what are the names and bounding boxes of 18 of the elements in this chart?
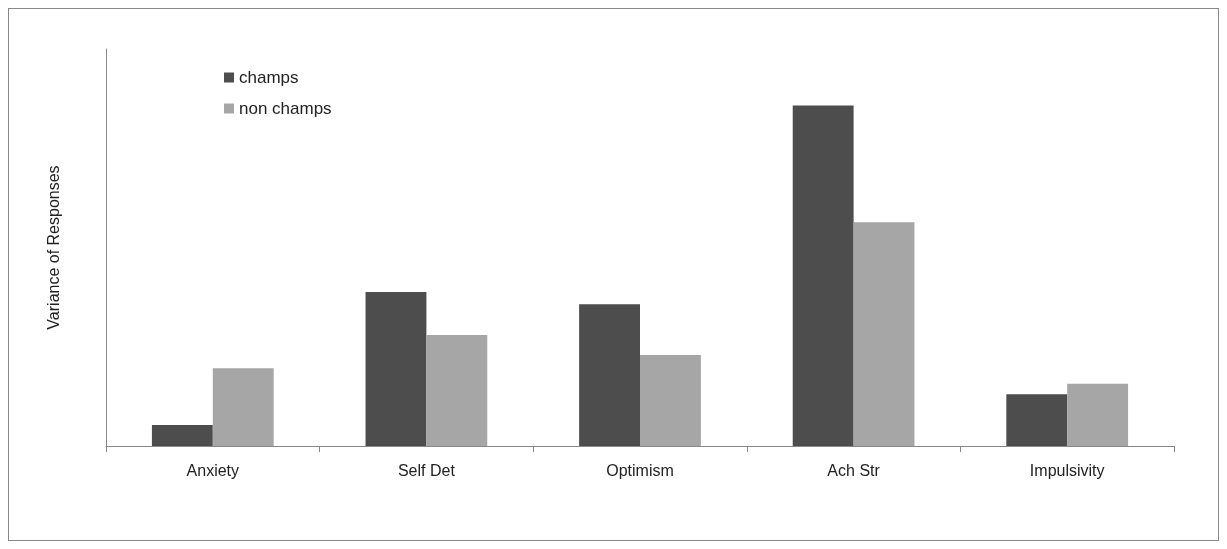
x-tick-label: Optimism [606, 461, 674, 479]
bar [1006, 394, 1068, 446]
bar [792, 105, 854, 446]
x-tick-label: Anxiety [186, 461, 240, 479]
x-tick-label: Impulsivity [1029, 461, 1105, 479]
legend-label: champs [239, 68, 299, 87]
bar [151, 424, 213, 446]
bar [853, 222, 915, 446]
bar [212, 368, 274, 446]
x-tick-label: Self Det [397, 461, 456, 479]
bar [579, 304, 640, 446]
legend-label: non champs [239, 99, 332, 118]
x-tick-label: Ach Str [827, 461, 881, 479]
bar [640, 355, 701, 446]
bar [426, 335, 488, 446]
bar [365, 292, 427, 446]
bar [1067, 383, 1129, 446]
y-axis-title: Variance of Responses [44, 165, 62, 330]
